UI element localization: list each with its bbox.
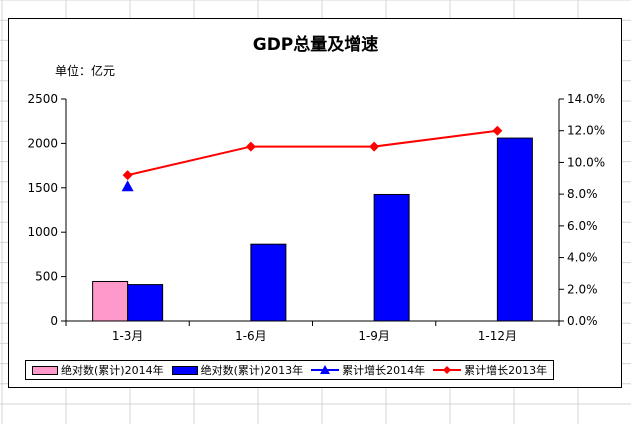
- legend-label: 累计增长2013年: [464, 364, 548, 377]
- y-right-tick-label: 8.0%: [567, 187, 598, 201]
- y-left-tick-label: 2000: [27, 136, 58, 150]
- x-tick-label: 1-3月: [112, 329, 144, 343]
- x-tick-label: 1-12月: [478, 329, 517, 343]
- bar-2013[interactable]: [127, 284, 164, 322]
- y-left-tick-label: 0: [50, 314, 58, 328]
- bar-2014[interactable]: [92, 280, 129, 322]
- unit-label: 单位：亿元: [55, 64, 116, 78]
- y-right-tick-label: 0.0%: [567, 314, 598, 328]
- legend-swatch-blue: [171, 365, 198, 375]
- legend-label: 绝对数(累计)2014年: [61, 364, 164, 377]
- chart-title: GDP总量及增速: [252, 35, 379, 55]
- triangle-marker-icon: [311, 365, 340, 374]
- bar-2013[interactable]: [373, 193, 410, 322]
- legend-swatch-pink: [32, 365, 58, 375]
- triangle-point-2014[interactable]: [121, 180, 134, 192]
- legend-label: 累计增长2014年: [342, 364, 426, 377]
- y-right-tick-label: 6.0%: [567, 219, 598, 233]
- legend-label: 绝对数(累计)2013年: [200, 364, 304, 377]
- diamond-point-2013[interactable]: [245, 141, 256, 152]
- x-tick-label: 1-6月: [235, 329, 267, 343]
- y-right-tick-label: 10.0%: [567, 155, 605, 169]
- x-tick-label: 1-9月: [358, 329, 390, 343]
- diamond-point-2013[interactable]: [492, 125, 503, 136]
- diamond-point-2013[interactable]: [369, 141, 380, 152]
- y-left-tick-label: 1000: [27, 225, 58, 239]
- bar-2013[interactable]: [496, 137, 533, 322]
- legend-item-growth-2013: 累计增长2013年: [433, 362, 547, 378]
- y-right-tick-label: 2.0%: [567, 282, 598, 296]
- diamond-marker-icon: [433, 366, 462, 374]
- y-left-tick-label: 500: [35, 270, 58, 284]
- y-left-tick-label: 1500: [27, 181, 58, 195]
- bar-2013[interactable]: [250, 243, 287, 322]
- chart-legend: 绝对数(累计)2014年 绝对数(累计)2013年 累计增长2014年 累计增长…: [25, 360, 555, 380]
- line-growth-2013: [127, 129, 498, 177]
- legend-item-growth-2014: 累计增长2014年: [311, 362, 425, 378]
- y-right-tick-label: 4.0%: [567, 251, 598, 265]
- legend-item-bar-2013: 绝对数(累计)2013年: [171, 362, 304, 378]
- y-left-tick-label: 2500: [27, 92, 58, 106]
- legend-item-bar-2014: 绝对数(累计)2014年: [32, 362, 164, 378]
- diamond-point-2013[interactable]: [122, 170, 133, 181]
- y-right-tick-label: 12.0%: [567, 124, 605, 138]
- y-right-tick-label: 14.0%: [567, 92, 605, 106]
